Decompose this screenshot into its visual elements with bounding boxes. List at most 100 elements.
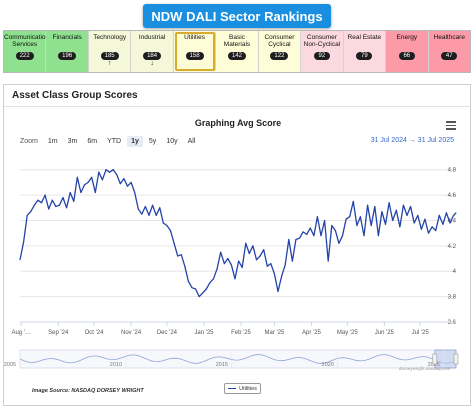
series-point [69,191,71,194]
series-point [313,235,315,237]
series-point [19,259,21,261]
sector-tile-industrial[interactable]: Industrial 184 ↓ [131,31,174,72]
series-point [212,278,215,280]
asset-class-panel: Asset Class Group Scores 3.6 3.8 4 4.2 4.4 4.… [3,84,471,406]
series-point [220,251,222,253]
sector-rankings-title-button[interactable]: NDW DALI Sector Rankings [143,4,331,28]
sector-score-badge: 79 [356,52,373,60]
series-point [356,224,358,227]
zoom-selector: Zoom 1m 3m 6m YTD 1y 5y 10y All [20,136,199,147]
series-point [223,263,225,265]
series-point [80,191,82,194]
sector-tile-consumer-non-cyclical[interactable]: Consumer Non-Cyclical 92 [301,31,344,72]
series-point [105,169,107,171]
navigator-year-label: 2010 [110,362,122,368]
series-point [388,202,390,204]
navigator-year-label: 2025 [428,362,440,368]
zoom-button-ytd[interactable]: YTD [107,138,122,145]
series-point [384,223,387,225]
zoom-button-3m[interactable]: 3m [67,138,78,145]
sector-tile-basic-materials[interactable]: Basic Materials 142 [216,31,259,72]
zoom-button-6m[interactable]: 6m [87,138,98,145]
series-point [327,260,329,262]
x-tick-label: Jul '25 [412,330,430,336]
x-tick-label: May '25 [337,330,358,336]
series-point [298,237,301,239]
series-point [316,216,319,218]
series-point [427,232,430,234]
series-point [230,264,233,266]
series-point [306,233,308,236]
series-point [44,194,46,196]
sector-tile-consumer-cyclical[interactable]: Consumer Cyclical 122 [258,31,302,72]
zoom-label: Zoom [20,138,38,145]
x-tick-label: Dec '24 [157,330,178,336]
series-point [234,278,236,280]
navigator-handle-left[interactable] [432,353,438,365]
sector-tile-energy[interactable]: Energy 66 [386,31,429,72]
series-point [252,245,254,247]
arrow-down-icon: ↓ [150,60,154,67]
series-point [73,200,75,203]
sector-tile-real-estate[interactable]: Real Estate 79 [343,31,387,72]
navigator-series [19,354,457,364]
date-range-arrow: → [408,137,416,144]
navigator-year-label: 2005 [4,362,16,368]
series-point [151,204,154,206]
series-point [198,296,200,298]
navigator-handle-right[interactable] [453,353,459,365]
menu-icon[interactable] [446,121,456,130]
sector-tile-utilities[interactable]: Utilities 158 [173,31,217,72]
series-point [255,259,258,261]
sector-tile-technology[interactable]: Technology 185 ↑ [88,31,132,72]
sector-name: Financials [52,34,82,41]
zoom-button-10y[interactable]: 10y [166,138,178,145]
date-range-to[interactable]: 31 Jul 2025 [417,137,454,144]
series-point [216,268,218,270]
sector-score-badge: 222 [15,52,34,60]
sector-tile-healthcare[interactable]: Healthcare 47 [428,31,470,72]
series-point [420,228,422,230]
series-point [148,214,150,216]
sector-name: Consumer Cyclical [264,34,295,48]
x-tick-label: Mar '25 [265,330,285,336]
date-range-from[interactable]: 31 Jul 2024 [370,137,407,144]
series-point [284,264,286,266]
series-point [166,224,168,227]
zoom-button-1y[interactable]: 1y [127,136,143,147]
series-point [184,265,186,267]
sector-score-badge: 122 [270,52,289,60]
y-tick-label: 4 [453,269,457,275]
chart-title: Graphing Avg Score [194,118,282,128]
series-point [288,238,290,241]
series-point [137,208,139,210]
series-point [37,199,39,201]
sector-name: Basic Materials [223,34,251,48]
series-point [191,287,193,289]
series-point [40,202,43,204]
series-point [266,265,268,267]
series-point [91,176,93,178]
series-point [123,177,125,180]
watermark: dorseywright.nasdaq.com [399,366,451,371]
zoom-button-all[interactable]: All [187,138,196,145]
series-point [227,257,229,260]
sector-tile-communication-services[interactable]: Communication Services 222 [4,31,49,72]
series-point [374,205,376,208]
series-point [277,290,279,293]
legend-item-utilities[interactable]: Utilities [224,383,261,394]
y-tick-label: 4.6 [448,193,457,199]
legend-label: Utilities [239,385,257,392]
x-tick-label: Aug '… [11,330,31,336]
series-point [65,207,68,209]
sector-tile-financials[interactable]: Financials 196 [46,31,89,72]
x-tick-label: Oct '24 [85,330,104,336]
series-point [48,208,50,210]
series-point [431,226,433,228]
zoom-button-1m[interactable]: 1m [47,138,58,145]
date-range[interactable]: 31 Jul 2024 → 31 Jul 2025 [371,137,454,144]
zoom-button-5y[interactable]: 5y [148,138,157,145]
series-point [406,214,408,216]
series-point [331,224,333,227]
series-point [162,222,164,224]
